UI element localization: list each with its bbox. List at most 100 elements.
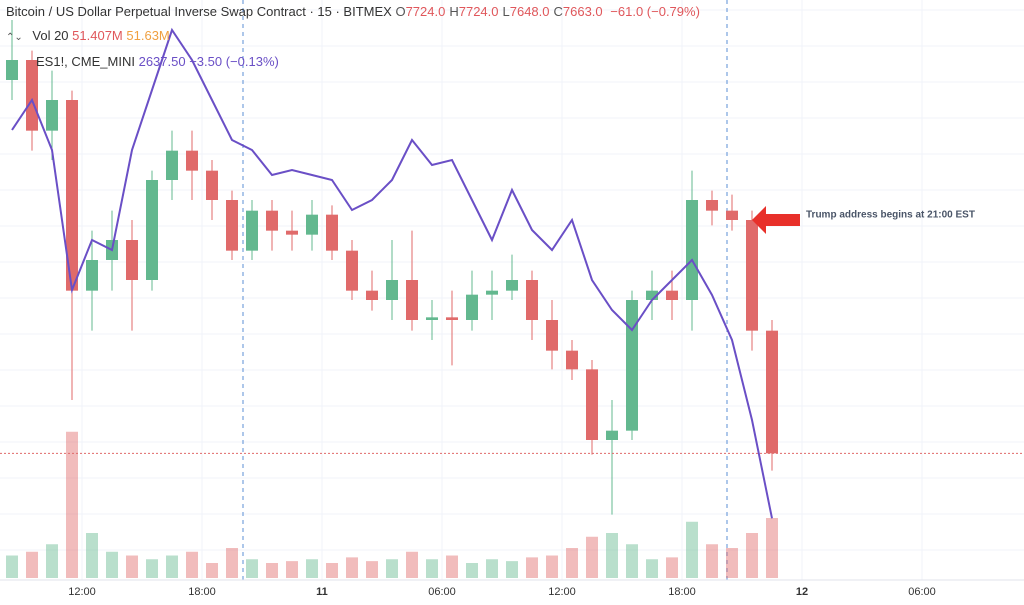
candle-body — [586, 369, 598, 440]
candle-body — [126, 240, 138, 280]
volume-bar — [706, 544, 718, 578]
x-tick-label: 18:00 — [188, 586, 216, 598]
volume-bar — [746, 533, 758, 578]
ohlc-key: C — [553, 4, 563, 19]
x-axis: 12:00 18:00 11 06:00 12:00 18:00 12 06:00 — [68, 586, 936, 598]
volume-bar — [346, 557, 358, 578]
ohlc-value: 7648.0 — [509, 4, 550, 19]
volume-bar — [726, 548, 738, 578]
volume-bar — [246, 559, 258, 578]
candle-body — [626, 300, 638, 431]
x-tick-label: 12:00 — [68, 586, 96, 598]
x-tick-label: 06:00 — [908, 586, 936, 598]
volume-bar — [46, 544, 58, 578]
candle-body — [386, 280, 398, 300]
ohlc-value: 7724.0 — [458, 4, 499, 19]
volume-bar — [486, 559, 498, 578]
x-tick-label: 18:00 — [668, 586, 696, 598]
overlay-line — [11, 27, 773, 519]
legend-volume: ⌃⌄ Vol 20 51.407M 51.63M — [6, 28, 170, 43]
candle-body — [546, 320, 558, 351]
volume-bar — [426, 559, 438, 578]
ohlc-value: 7663.0 — [562, 4, 603, 19]
candle-body — [366, 290, 378, 300]
candle-body — [26, 60, 38, 131]
toggle-icon[interactable]: ⌃⌄ — [6, 32, 23, 43]
candle-body — [146, 180, 158, 280]
candle-body — [426, 317, 438, 320]
candle-body — [206, 170, 218, 200]
volume-ma: 51.63M — [126, 28, 170, 43]
volume-bar — [466, 563, 478, 578]
volume-bar — [6, 555, 18, 578]
volume-bar — [406, 551, 418, 578]
volume-bar — [286, 561, 298, 578]
candle-body — [526, 280, 538, 320]
candle-body — [326, 214, 338, 251]
candle-body — [566, 350, 578, 370]
annotation-arrow — [752, 206, 800, 234]
volume-bar — [666, 557, 678, 578]
candle-body — [286, 230, 298, 235]
horizontal-grid — [0, 9, 1024, 551]
candles — [0, 20, 1024, 515]
change: −61.0 (−0.79%) — [610, 4, 700, 19]
volume-bar — [266, 563, 278, 578]
candle-body — [606, 430, 618, 440]
volume-bar — [226, 548, 238, 578]
candle-body — [406, 280, 418, 320]
volume-bar — [646, 559, 658, 578]
volume-bar — [186, 551, 198, 578]
volume-bar — [86, 533, 98, 578]
volume-bar — [106, 551, 118, 578]
candle-body — [266, 210, 278, 231]
legend-main: Bitcoin / US Dollar Perpetual Inverse Sw… — [6, 4, 700, 19]
overlay-change: −3.50 (−0.13%) — [189, 54, 279, 69]
volume-bar — [686, 521, 698, 578]
annotation: Trump address begins at 21:00 EST — [806, 210, 975, 221]
candle-body — [346, 250, 358, 291]
candle-body — [186, 150, 198, 171]
candle-body — [666, 290, 678, 300]
candle-body — [246, 210, 258, 251]
candle-body — [446, 317, 458, 320]
x-tick-label: 12 — [796, 586, 808, 598]
volume-bar — [566, 548, 578, 578]
vertical-grid — [81, 0, 923, 580]
volume-bar — [386, 559, 398, 578]
candle-body — [46, 100, 58, 131]
candle-body — [506, 280, 518, 291]
volume-bar — [66, 431, 78, 578]
volume-bars — [6, 431, 778, 578]
candle-body — [486, 290, 498, 295]
volume-bar — [26, 551, 38, 578]
ohlc-key: O — [395, 4, 406, 19]
symbol-title: Bitcoin / US Dollar Perpetual Inverse Sw… — [6, 4, 392, 19]
volume-bar — [326, 563, 338, 578]
volume-value: 51.407M — [72, 28, 123, 43]
candle-body — [466, 294, 478, 320]
volume-bar — [306, 559, 318, 578]
volume-bar — [626, 544, 638, 578]
volume-bar — [526, 557, 538, 578]
candle-body — [226, 200, 238, 251]
x-tick-label: 11 — [316, 586, 328, 598]
candle-body — [6, 60, 18, 80]
volume-bar — [586, 536, 598, 578]
volume-label: Vol 20 — [32, 28, 69, 43]
volume-bar — [206, 563, 218, 578]
candle-body — [706, 200, 718, 211]
x-tick-label: 06:00 — [428, 586, 456, 598]
overlay-name: ES1!, CME_MINI — [36, 54, 135, 69]
ohlc-key: L — [502, 4, 510, 19]
ohlc-key: H — [449, 4, 459, 19]
volume-bar — [546, 555, 558, 578]
candle-body — [746, 220, 758, 331]
overlay-value: 2637.50 — [138, 54, 186, 69]
overlay — [11, 27, 773, 519]
legend-overlay: ES1!, CME_MINI 2637.50 −3.50 (−0.13%) — [36, 54, 279, 69]
candle-body — [86, 260, 98, 291]
candle-body — [726, 210, 738, 220]
